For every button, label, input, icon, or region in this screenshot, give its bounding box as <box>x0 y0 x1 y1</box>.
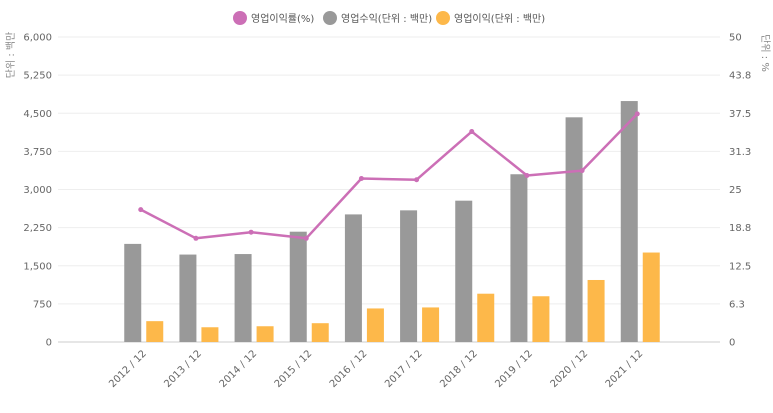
profit-bar[interactable] <box>366 308 384 342</box>
legend-label[interactable]: 영업이익(단위 : 백만) <box>454 12 545 25</box>
right-tick-label: 37.5 <box>729 109 751 120</box>
revenue-bar[interactable] <box>344 214 362 342</box>
margin-point[interactable] <box>414 177 420 183</box>
right-tick-label: 12.5 <box>729 261 751 272</box>
legend-marker[interactable] <box>323 11 337 25</box>
profit-bar[interactable] <box>256 326 274 342</box>
right-axis-title: 단위 : % <box>759 34 772 72</box>
profit-bar[interactable] <box>201 327 219 342</box>
revenue-bar[interactable] <box>620 101 638 342</box>
margin-point[interactable] <box>193 235 199 241</box>
profit-bar[interactable] <box>422 307 440 342</box>
margin-point[interactable] <box>524 172 530 178</box>
x-tick-label: 2016 / 12 <box>328 348 370 390</box>
margin-point[interactable] <box>358 176 364 182</box>
margin-point[interactable] <box>248 229 254 235</box>
revenue-bar[interactable] <box>400 210 418 342</box>
margin-line <box>140 112 639 240</box>
x-tick-label: 2014 / 12 <box>218 348 260 390</box>
revenue-bar[interactable] <box>289 231 307 342</box>
x-tick-label: 2012 / 12 <box>107 348 149 390</box>
x-tick-label: 2017 / 12 <box>383 348 425 390</box>
right-tick-label: 0 <box>729 338 735 349</box>
x-tick-label: 2015 / 12 <box>273 348 315 390</box>
left-axis-title: 단위 : 백만 <box>4 32 17 79</box>
profit-bar[interactable] <box>532 296 550 342</box>
legend-label[interactable]: 영업이익률(%) <box>251 12 314 25</box>
revenue-bar[interactable] <box>234 254 252 342</box>
x-tick-label: 2020 / 12 <box>549 348 591 390</box>
left-tick-label: 2,250 <box>23 223 52 234</box>
revenue-bar[interactable] <box>510 174 528 342</box>
revenue-bar[interactable] <box>179 254 197 342</box>
margin-point[interactable] <box>303 235 309 241</box>
revenue-bar[interactable] <box>124 243 142 342</box>
margin-point[interactable] <box>469 129 475 135</box>
left-tick-label: 3,750 <box>23 147 52 158</box>
left-tick-label: 4,500 <box>23 109 52 120</box>
revenue-bar[interactable] <box>565 117 583 342</box>
margin-point[interactable] <box>138 207 144 213</box>
left-tick-label: 3,000 <box>23 185 52 196</box>
left-tick-label: 6,000 <box>23 33 52 44</box>
x-tick-label: 2019 / 12 <box>493 348 535 390</box>
right-tick-label: 43.8 <box>729 71 751 82</box>
left-tick-label: 1,500 <box>23 261 52 272</box>
right-tick-label: 6.3 <box>729 299 745 310</box>
profit-bar[interactable] <box>587 279 605 342</box>
right-tick-label: 31.3 <box>729 147 751 158</box>
legend-marker[interactable] <box>233 11 247 25</box>
profit-bar[interactable] <box>477 293 495 342</box>
legend-label[interactable]: 영업수익(단위 : 백만) <box>341 12 432 25</box>
right-tick-label: 50 <box>729 33 742 44</box>
margin-point[interactable] <box>579 168 585 174</box>
profit-bar[interactable] <box>311 323 329 342</box>
left-tick-label: 0 <box>46 338 52 349</box>
revenue-bar[interactable] <box>455 200 473 342</box>
x-tick-label: 2021 / 12 <box>604 348 646 390</box>
right-tick-label: 18.8 <box>729 223 751 234</box>
left-tick-label: 5,250 <box>23 71 52 82</box>
x-tick-label: 2018 / 12 <box>438 348 480 390</box>
profit-bar[interactable] <box>146 321 164 342</box>
legend-marker[interactable] <box>436 11 450 25</box>
x-tick-label: 2013 / 12 <box>162 348 204 390</box>
left-tick-label: 750 <box>33 299 52 310</box>
margin-point[interactable] <box>634 111 640 117</box>
profit-bar[interactable] <box>642 252 660 342</box>
right-tick-label: 25 <box>729 185 742 196</box>
